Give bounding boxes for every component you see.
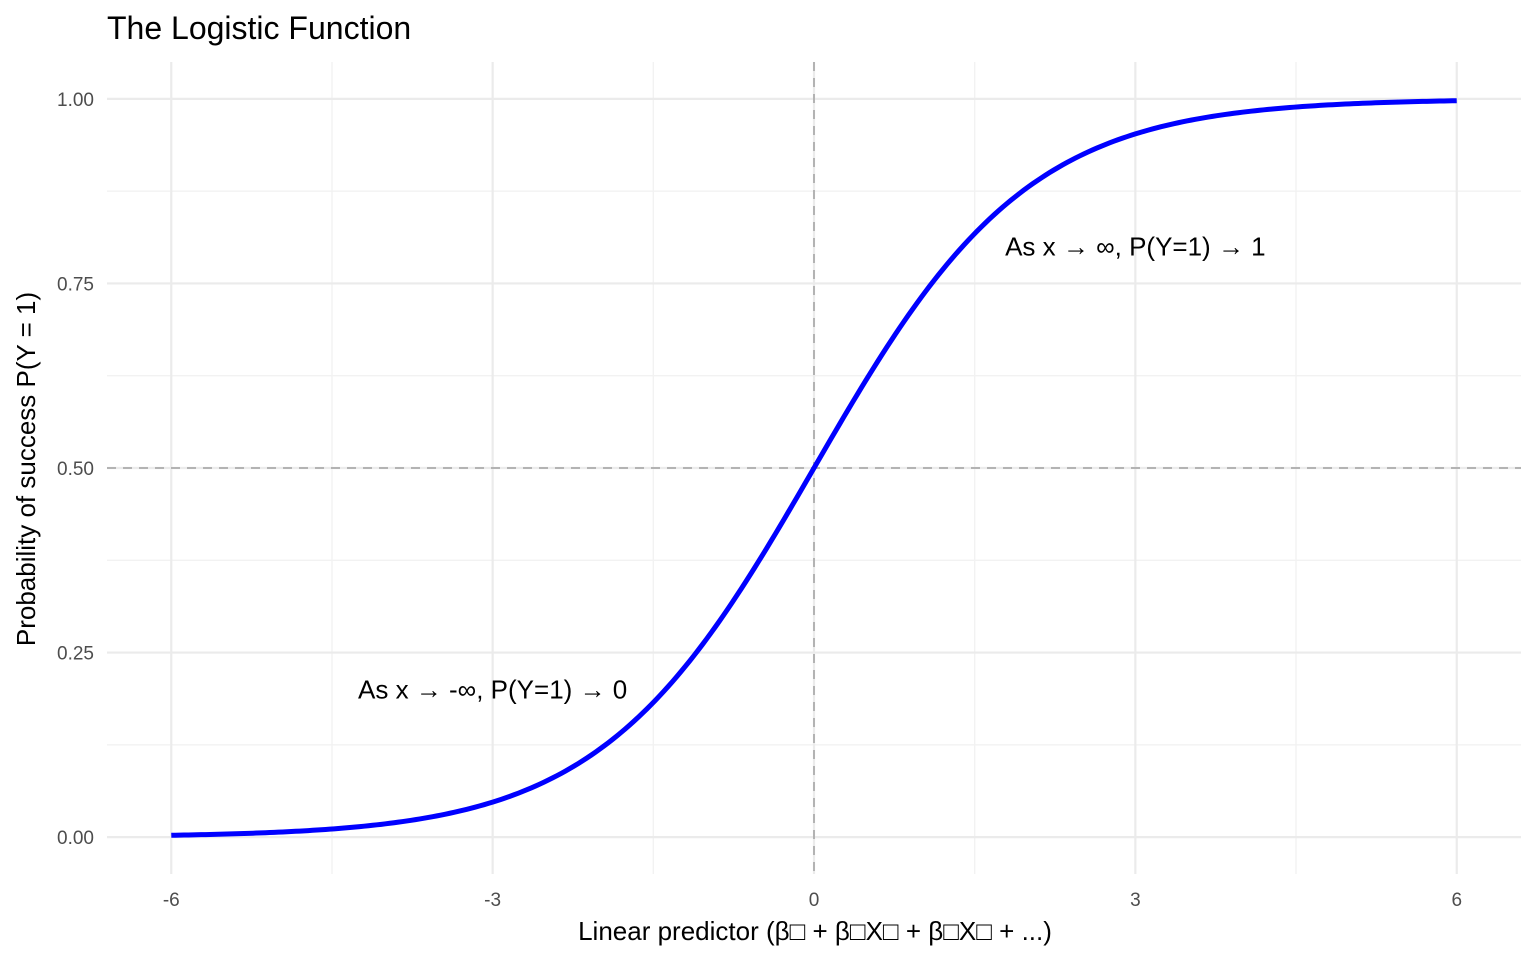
y-tick-label: 0.75 — [57, 274, 94, 295]
y-tick-label: 0.25 — [57, 644, 94, 665]
x-tick-label: -3 — [484, 890, 501, 911]
y-axis-title: Probability of success P(Y = 1) — [11, 292, 41, 646]
y-tick-label: 0.00 — [57, 828, 94, 849]
chart-title: The Logistic Function — [107, 10, 411, 46]
annotations: As x → ∞, P(Y=1) → 1 As x → -∞, P(Y=1) → … — [358, 232, 1266, 705]
y-tick-label: 1.00 — [57, 90, 94, 111]
annotation-label: As x → -∞, P(Y=1) → 0 — [358, 674, 627, 704]
y-tick-label: 0.50 — [57, 459, 94, 480]
annotation-label: As x → ∞, P(Y=1) → 1 — [1005, 232, 1266, 262]
x-tick-label: -6 — [163, 890, 180, 911]
x-axis-ticks: -6 -3 0 3 6 — [163, 890, 1462, 911]
x-tick-label: 3 — [1130, 890, 1141, 911]
x-tick-label: 0 — [809, 890, 820, 911]
x-tick-label: 6 — [1451, 890, 1462, 911]
logistic-curve — [171, 98, 1457, 838]
y-axis-ticks: 0.00 0.25 0.50 0.75 1.00 — [57, 90, 94, 849]
x-axis-title: Linear predictor (β□ + β□X□ + β□X□ + ...… — [578, 916, 1052, 946]
